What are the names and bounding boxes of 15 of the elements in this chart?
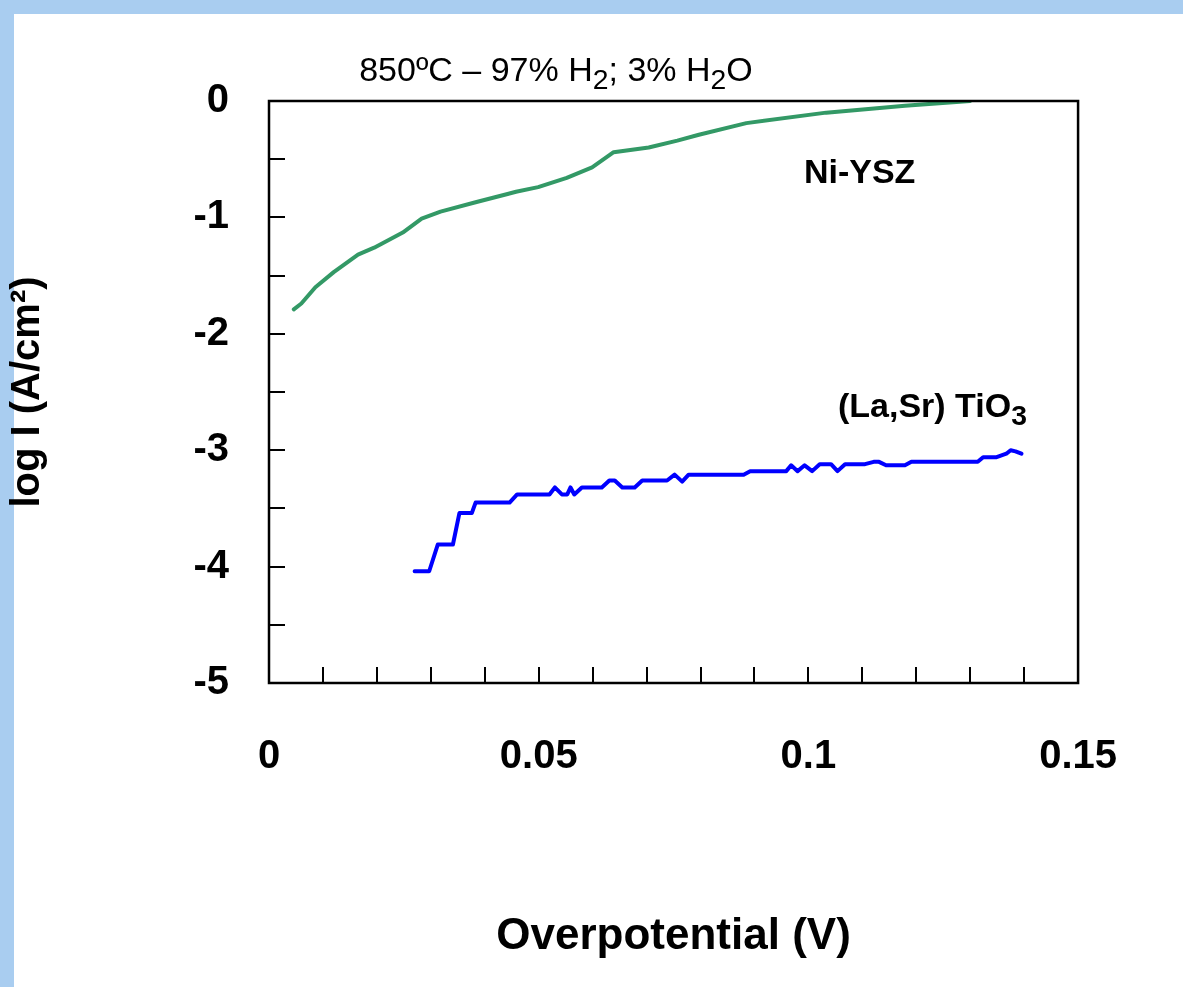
y-tick-label: 0 [206, 76, 229, 121]
y-tick-label: -3 [193, 425, 229, 470]
x-axis-title: Overpotential (V) [496, 908, 851, 958]
y-tick-label: -5 [193, 658, 229, 703]
x-tick-label: 0.1 [780, 732, 837, 777]
series-label: Ni-YSZ [803, 151, 916, 191]
x-tick-label: 0.05 [499, 732, 578, 777]
y-axis-title: log I (A/cm²) [3, 276, 48, 508]
x-tick-label: 0 [257, 732, 281, 777]
x-tick-label: 0.15 [1039, 732, 1117, 777]
chart-title: 850ºC – 97% H$_{2}$; 3% H$_{2}$O [358, 50, 754, 96]
y-tick-label: -4 [193, 541, 230, 586]
series-label: (La,Sr) TiO$_{3}$ [837, 386, 1027, 433]
y-tick-label: -2 [193, 308, 229, 353]
y-tick-label: -1 [193, 192, 229, 237]
